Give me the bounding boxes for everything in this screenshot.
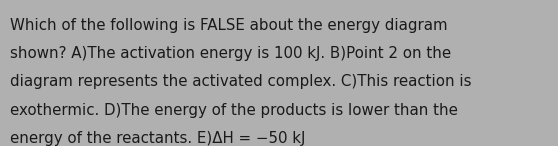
Text: shown? A)The activation energy is 100 kJ. B)Point 2 on the: shown? A)The activation energy is 100 kJ… xyxy=(10,46,451,61)
Text: Which of the following is FALSE about the energy diagram: Which of the following is FALSE about th… xyxy=(10,18,448,33)
Text: energy of the reactants. E)ΔH = −50 kJ: energy of the reactants. E)ΔH = −50 kJ xyxy=(10,131,305,146)
Text: exothermic. D)The energy of the products is lower than the: exothermic. D)The energy of the products… xyxy=(10,103,458,118)
Text: diagram represents the activated complex. C)This reaction is: diagram represents the activated complex… xyxy=(10,74,472,89)
